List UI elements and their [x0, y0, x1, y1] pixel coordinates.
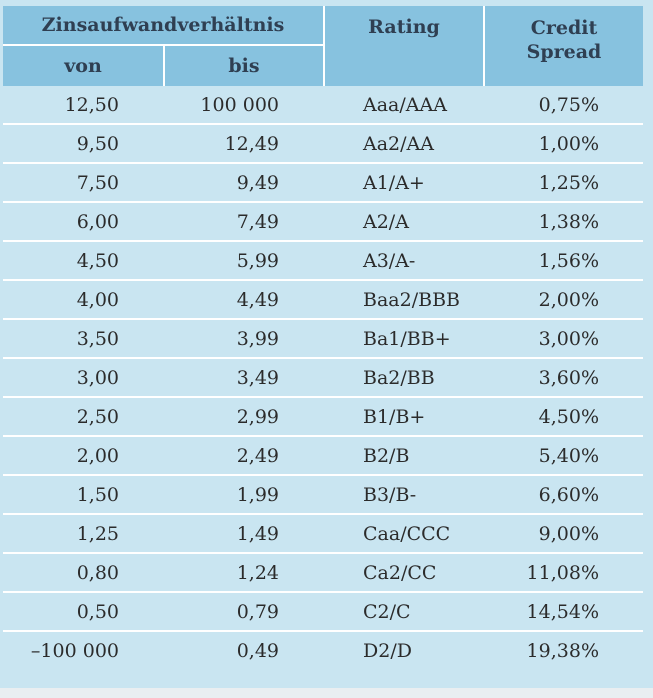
- cell-bis: 4,49: [163, 279, 323, 318]
- cell-bis: 3,99: [163, 318, 323, 357]
- cell-rating: A1/A+: [323, 162, 483, 201]
- cell-rating: A2/A: [323, 201, 483, 240]
- table-row: 7,50 9,49 A1/A+ 1,25%: [3, 162, 643, 201]
- cell-rating: Baa2/BBB: [323, 279, 483, 318]
- cell-von: 0,80: [3, 552, 163, 591]
- cell-spread: 1,00%: [483, 123, 643, 162]
- cell-bis: 0,49: [163, 630, 323, 669]
- cell-rating: B3/B-: [323, 474, 483, 513]
- cell-bis: 1,49: [163, 513, 323, 552]
- cell-spread: 19,38%: [483, 630, 643, 669]
- cell-spread: 0,75%: [538, 93, 599, 116]
- cell-spread: 14,54%: [483, 591, 643, 630]
- cell-bis: 1,24: [163, 552, 323, 591]
- table-row: 3,00 3,49 Ba2/BB 3,60%: [3, 357, 643, 396]
- cell-spread: 11,08%: [483, 552, 643, 591]
- cell-von: 0,50: [3, 591, 163, 630]
- cell-spread: 3,60%: [483, 357, 643, 396]
- header-credit-spread-line1: Credit: [530, 17, 598, 39]
- cell-von: 7,50: [3, 162, 163, 201]
- cell-spread: 1,56%: [483, 240, 643, 279]
- cell-spread: 6,60%: [483, 474, 643, 513]
- cell-rating: A3/A-: [323, 240, 483, 279]
- header-rating: Rating: [323, 6, 483, 86]
- cell-von: 2,00: [3, 435, 163, 474]
- table-row: –100 000 0,49 D2/D 19,38%: [3, 630, 643, 669]
- cell-von: 3,00: [3, 357, 163, 396]
- header-credit-spread-line2: Spread: [526, 41, 602, 63]
- table-row: 0,50 0,79 C2/C 14,54%: [3, 591, 643, 630]
- cell-spread: 1,25%: [483, 162, 643, 201]
- table-body: 12,50 100 000 Aaa/AAA 0,75% 9,50 12,49 Aa2/AA 1…: [3, 86, 643, 669]
- table-row: 4,50 5,99 A3/A- 1,56%: [3, 240, 643, 279]
- table-row: 3,50 3,99 Ba1/BB+ 3,00%: [3, 318, 643, 357]
- cell-bis: 2,99: [163, 396, 323, 435]
- cell-rating: Ba1/BB+: [323, 318, 483, 357]
- cell-bis: 9,49: [163, 162, 323, 201]
- cell-bis: 1,99: [163, 474, 323, 513]
- cell-rating: B2/B: [323, 435, 483, 474]
- cell-bis: 0,79: [163, 591, 323, 630]
- cell-von: 1,25: [3, 513, 163, 552]
- table-row: 0,80 1,24 Ca2/CC 11,08%: [3, 552, 643, 591]
- cell-rating: Ca2/CC: [323, 552, 483, 591]
- cell-von: 4,00: [3, 279, 163, 318]
- cell-bis: 3,49: [163, 357, 323, 396]
- cell-von: 6,00: [3, 201, 163, 240]
- cell-von: 1,50: [3, 474, 163, 513]
- table-row: 4,00 4,49 Baa2/BBB 2,00%: [3, 279, 643, 318]
- table-row: 9,50 12,49 Aa2/AA 1,00%: [3, 123, 643, 162]
- cell-spread: 2,00%: [483, 279, 643, 318]
- cell-von: 4,50: [3, 240, 163, 279]
- table-row: 2,00 2,49 B2/B 5,40%: [3, 435, 643, 474]
- cell-spread: 1,38%: [483, 201, 643, 240]
- cell-von: –100 000: [3, 630, 163, 669]
- table-row: 12,50 100 000 Aaa/AAA 0,75%: [3, 86, 643, 123]
- table-row: 2,50 2,99 B1/B+ 4,50%: [3, 396, 643, 435]
- cell-bis: 2,49: [163, 435, 323, 474]
- bottom-strip: [0, 688, 653, 698]
- cell-rating: B1/B+: [323, 396, 483, 435]
- cell-von: 2,50: [3, 396, 163, 435]
- cell-bis: 100 000: [200, 93, 279, 116]
- header-interest-coverage: Zinsaufwandverhältnis: [3, 6, 323, 46]
- header-von: von: [3, 46, 163, 86]
- cell-rating: C2/C: [323, 591, 483, 630]
- cell-rating: Caa/CCC: [323, 513, 483, 552]
- cell-spread: 4,50%: [483, 396, 643, 435]
- header-credit-spread: Credit Spread: [483, 6, 643, 86]
- cell-bis: 12,49: [163, 123, 323, 162]
- cell-spread: 9,00%: [483, 513, 643, 552]
- cell-von: 3,50: [3, 318, 163, 357]
- cell-bis: 7,49: [163, 201, 323, 240]
- table-row: 1,50 1,99 B3/B- 6,60%: [3, 474, 643, 513]
- cell-von: 9,50: [3, 123, 163, 162]
- cell-rating: D2/D: [323, 630, 483, 669]
- cell-spread: 3,00%: [483, 318, 643, 357]
- header-bis: bis: [163, 46, 323, 86]
- cell-von: 12,50: [64, 93, 119, 116]
- table-row: 6,00 7,49 A2/A 1,38%: [3, 201, 643, 240]
- table-row: 1,25 1,49 Caa/CCC 9,00%: [3, 513, 643, 552]
- cell-rating: Ba2/BB: [323, 357, 483, 396]
- cell-rating: Aa2/AA: [323, 123, 483, 162]
- cell-spread: 5,40%: [483, 435, 643, 474]
- cell-bis: 5,99: [163, 240, 323, 279]
- rating-spread-table: Zinsaufwandverhältnis Rating Credit Spre…: [3, 6, 643, 669]
- cell-rating: Aaa/AAA: [363, 93, 447, 116]
